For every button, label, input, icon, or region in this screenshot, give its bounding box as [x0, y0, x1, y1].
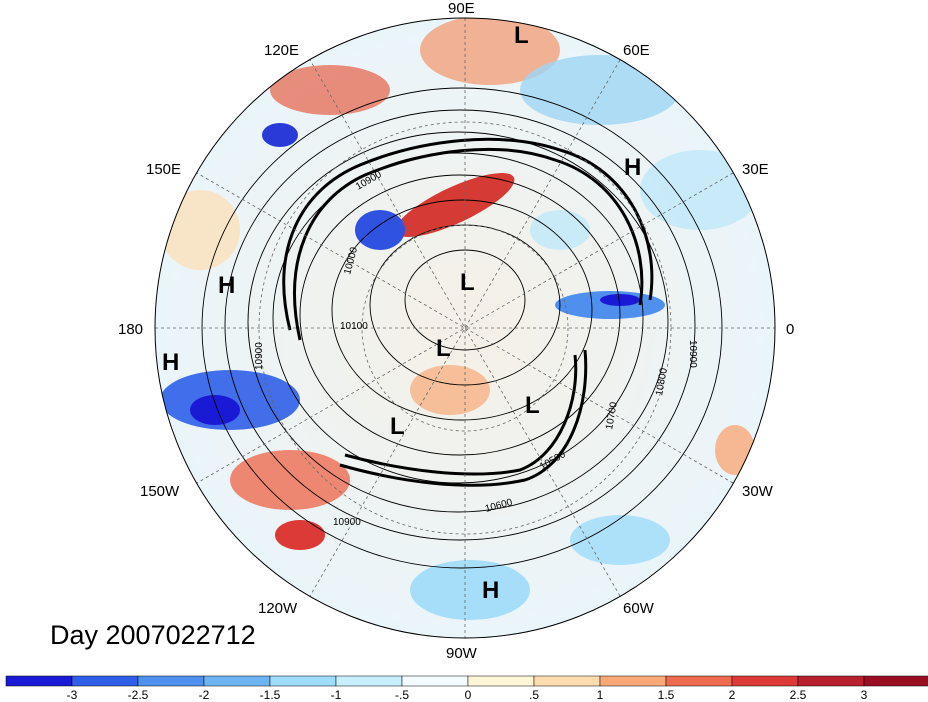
colorbar-box: [797, 675, 865, 687]
contour-label: 10900: [687, 340, 698, 368]
contour-label: 10700: [604, 401, 620, 431]
low-pressure-label: L: [514, 22, 529, 49]
colorbar-box: [137, 675, 205, 687]
colorbar-tick-label: -2: [199, 688, 210, 702]
colorbar-box: [203, 675, 271, 687]
colorbar-ticks: -3 -2.5 -2 -1.5 -1 -.5 0 .5 1 1.5 2 2.5 …: [67, 688, 868, 702]
contour-label: 10800: [654, 367, 670, 397]
colorbar-tick-label: 0: [465, 688, 472, 702]
contour-label: 10900: [333, 517, 361, 528]
colorbar-box: [731, 675, 799, 687]
lon-label: 90E: [448, 0, 475, 17]
lon-label: 150W: [140, 483, 180, 500]
colorbar-box: [665, 675, 733, 687]
contour-label: 10900: [254, 342, 265, 370]
colorbar-boxes: [5, 675, 928, 687]
low-pressure-label: L: [525, 392, 540, 419]
height-contours: [201, 87, 723, 569]
colorbar-tick-label: -3: [67, 688, 78, 702]
lon-label: 120E: [264, 42, 299, 59]
colorbar-tick-label: -2.5: [128, 688, 149, 702]
lon-label: 0: [786, 321, 794, 338]
colorbar-tick-label: 1.5: [658, 688, 675, 702]
map-border: [154, 17, 776, 639]
pressure-systems: L H H H L L L L H: [162, 22, 641, 604]
high-pressure-label: H: [218, 272, 235, 299]
lon-label: 90W: [446, 645, 478, 662]
lon-label: 180: [118, 321, 143, 338]
colorbar-box: [599, 675, 667, 687]
longitude-labels: 90E 60E 30E 0 30W 60W 90W 120W 150W 180 …: [118, 0, 794, 662]
colorbar-box: [467, 675, 535, 687]
colorbar-box: [533, 675, 601, 687]
colorbar-box: [269, 675, 337, 687]
colorbar-tick-label: -.5: [395, 688, 409, 702]
colorbar-tick-label: .5: [529, 688, 539, 702]
lon-label: 150E: [146, 161, 181, 178]
polar-map: 90E 60E 30E 0 30W 60W 90W 120W 150W 180 …: [118, 0, 794, 662]
colorbar-box: [71, 675, 139, 687]
colorbar-box: [401, 675, 469, 687]
lon-label: 60E: [623, 42, 650, 59]
high-pressure-label: H: [162, 349, 179, 376]
lon-label: 60W: [623, 600, 655, 617]
contour-label: 10100: [340, 321, 368, 332]
colorbar-tick-label: 1: [597, 688, 604, 702]
colorbar-tick-label: -1: [331, 688, 342, 702]
low-pressure-label: L: [436, 335, 451, 362]
colorbar-tick-label: 2.5: [790, 688, 807, 702]
jet-contours: [282, 137, 654, 487]
graticule: [155, 18, 775, 638]
high-pressure-label: H: [482, 577, 499, 604]
day-title: Day 2007022712: [50, 620, 256, 650]
colorbar-tick-label: 3: [861, 688, 868, 702]
colorbar-tick-label: -1.5: [260, 688, 281, 702]
lon-label: 30E: [742, 161, 769, 178]
colorbar-box: [5, 675, 73, 687]
colorbar-box: [863, 675, 928, 687]
colorbar-tick-label: 2: [729, 688, 736, 702]
colorbar: -3 -2.5 -2 -1.5 -1 -.5 0 .5 1 1.5 2 2.5 …: [5, 675, 928, 702]
lon-label: 30W: [742, 483, 774, 500]
high-pressure-label: H: [624, 154, 641, 181]
lon-label: 120W: [258, 600, 298, 617]
low-pressure-label: L: [390, 413, 405, 440]
colorbar-box: [335, 675, 403, 687]
low-pressure-label: L: [460, 269, 475, 296]
